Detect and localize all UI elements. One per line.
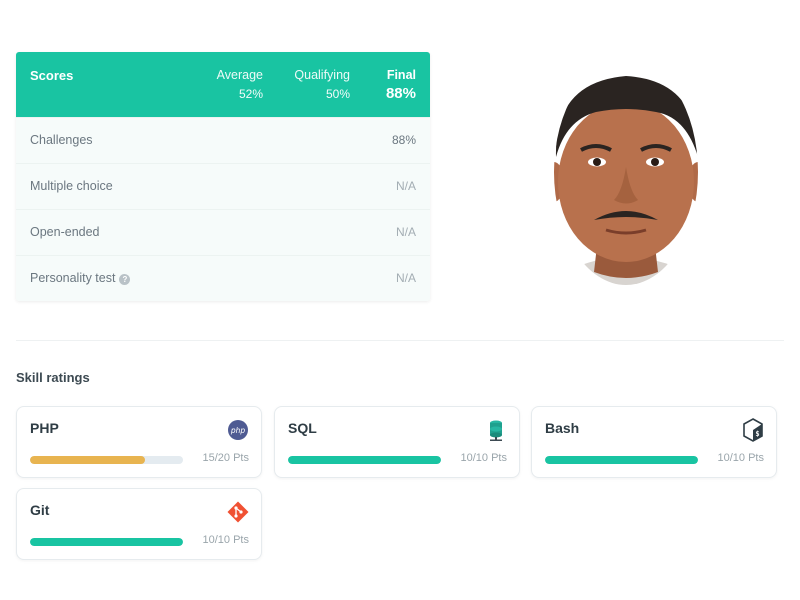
- skill-progress-bar: [288, 456, 441, 464]
- score-row-label: Open-ended: [30, 225, 100, 239]
- git-icon: [227, 501, 249, 523]
- php-icon: php: [228, 420, 248, 440]
- skill-progress-fill: [545, 456, 698, 464]
- candidate-photo: [554, 62, 698, 285]
- skill-card-sql[interactable]: SQL 10/10 Pts: [274, 406, 520, 478]
- score-row-challenges: Challenges 88%: [16, 117, 430, 163]
- skill-points: 10/10 Pts: [460, 452, 507, 464]
- bash-icon: $: [743, 418, 763, 442]
- average-title: Average: [216, 68, 263, 82]
- average-column: Average 52%: [217, 68, 263, 101]
- skill-card-php[interactable]: PHP php 15/20 Pts: [16, 406, 262, 478]
- final-title: Final: [386, 68, 416, 82]
- skill-progress-fill: [288, 456, 441, 464]
- skill-card-bash[interactable]: Bash $ 10/10 Pts: [531, 406, 777, 478]
- score-row-label: Multiple choice: [30, 179, 113, 193]
- qualifying-title: Qualifying: [294, 68, 350, 82]
- score-row-open-ended: Open-ended N/A: [16, 209, 430, 255]
- score-row-label: Personality test: [30, 271, 116, 285]
- skill-name: PHP: [30, 420, 59, 436]
- skill-progress-fill: [30, 538, 183, 546]
- scores-header: Scores Average 52% Qualifying 50% Final …: [16, 52, 430, 117]
- skill-name: Git: [30, 502, 50, 518]
- score-row-value: N/A: [395, 225, 416, 239]
- score-row-label: Challenges: [30, 133, 93, 147]
- skill-name: SQL: [288, 420, 317, 436]
- final-column: Final 88%: [386, 68, 416, 102]
- skill-card-git[interactable]: Git 10/10 Pts: [16, 488, 262, 560]
- score-row-value: 88%: [391, 133, 416, 147]
- score-row-multiple-choice: Multiple choice N/A: [16, 163, 430, 209]
- question-circle-icon[interactable]: ?: [119, 274, 131, 285]
- score-row-value: N/A: [395, 271, 416, 285]
- qualifying-value: 50%: [325, 87, 350, 101]
- average-value: 52%: [238, 87, 263, 101]
- skill-points: 10/10 Pts: [202, 534, 249, 546]
- svg-text:php: php: [230, 426, 246, 435]
- database-icon: [490, 420, 502, 441]
- scores-table: Scores Average 52% Qualifying 50% Final …: [16, 52, 430, 301]
- score-row-personality-test: Personality test? N/A: [16, 255, 430, 301]
- final-value: 88%: [385, 85, 416, 102]
- scores-header-label: Scores: [30, 68, 74, 83]
- skill-progress-bar: [30, 538, 183, 546]
- skill-points: 15/20 Pts: [202, 452, 249, 464]
- score-row-value: N/A: [395, 179, 416, 193]
- skill-name: Bash: [545, 420, 580, 436]
- skill-progress-fill: [30, 456, 145, 464]
- skill-ratings-title: Skill ratings: [16, 370, 90, 385]
- qualifying-column: Qualifying 50%: [294, 68, 350, 101]
- section-divider: [16, 340, 784, 341]
- svg-text:$: $: [755, 430, 759, 438]
- skill-points: 10/10 Pts: [717, 452, 764, 464]
- score-row-label-wrap: Personality test?: [30, 271, 131, 285]
- skill-progress-bar: [545, 456, 698, 464]
- skill-progress-bar: [30, 456, 183, 464]
